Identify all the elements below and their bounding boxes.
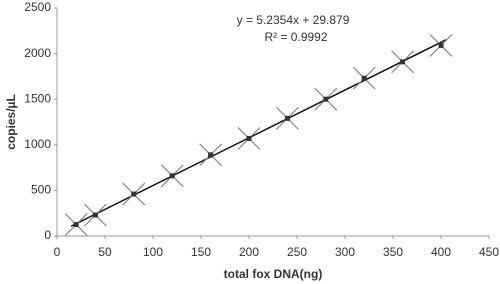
x-axis-label: total fox DNA(ng) (224, 267, 323, 281)
point (160, 164, 184, 188)
x-tick-label: 50 (98, 245, 112, 259)
x-tick-label: 350 (383, 245, 403, 259)
x-tick-label: 250 (287, 245, 307, 259)
point (275, 106, 299, 130)
x-tick-label: 300 (335, 245, 355, 259)
y-tick-label: 2000 (24, 46, 51, 60)
point-dot (400, 59, 406, 65)
point (314, 87, 338, 111)
point (199, 143, 223, 167)
x-tick-label: 400 (431, 245, 451, 259)
y-tick-label: 1000 (24, 137, 51, 151)
trend-equation: y = 5.2354x + 29.879 (237, 13, 350, 27)
x-tick-label: 0 (54, 245, 61, 259)
x-tick-label: 150 (191, 245, 211, 259)
point (64, 213, 88, 237)
point-dot (361, 75, 367, 81)
x-tick-label: 200 (239, 245, 259, 259)
point-dot (246, 135, 252, 141)
point (122, 182, 146, 206)
y-tick-label: 0 (44, 228, 51, 242)
point (83, 203, 107, 227)
point (391, 50, 415, 74)
point (352, 66, 376, 90)
point-dot (92, 212, 98, 218)
point-dot (438, 42, 444, 48)
x-tick-label: 450 (479, 245, 499, 259)
point-dot (323, 96, 329, 102)
y-axis-label: copies/µL (4, 94, 18, 150)
point-dot (284, 115, 290, 121)
point-dot (208, 152, 214, 158)
point-dot (131, 191, 137, 197)
y-tick-label: 1500 (24, 91, 51, 105)
point (237, 126, 261, 150)
trendline (70, 39, 447, 227)
x-tick-label: 100 (143, 245, 163, 259)
r-squared: R² = 0.9992 (264, 30, 327, 44)
y-tick-label: 2500 (24, 0, 51, 14)
point-dot (73, 222, 79, 228)
point (429, 33, 453, 57)
point-dot (169, 173, 175, 179)
y-tick-label: 500 (31, 183, 51, 197)
